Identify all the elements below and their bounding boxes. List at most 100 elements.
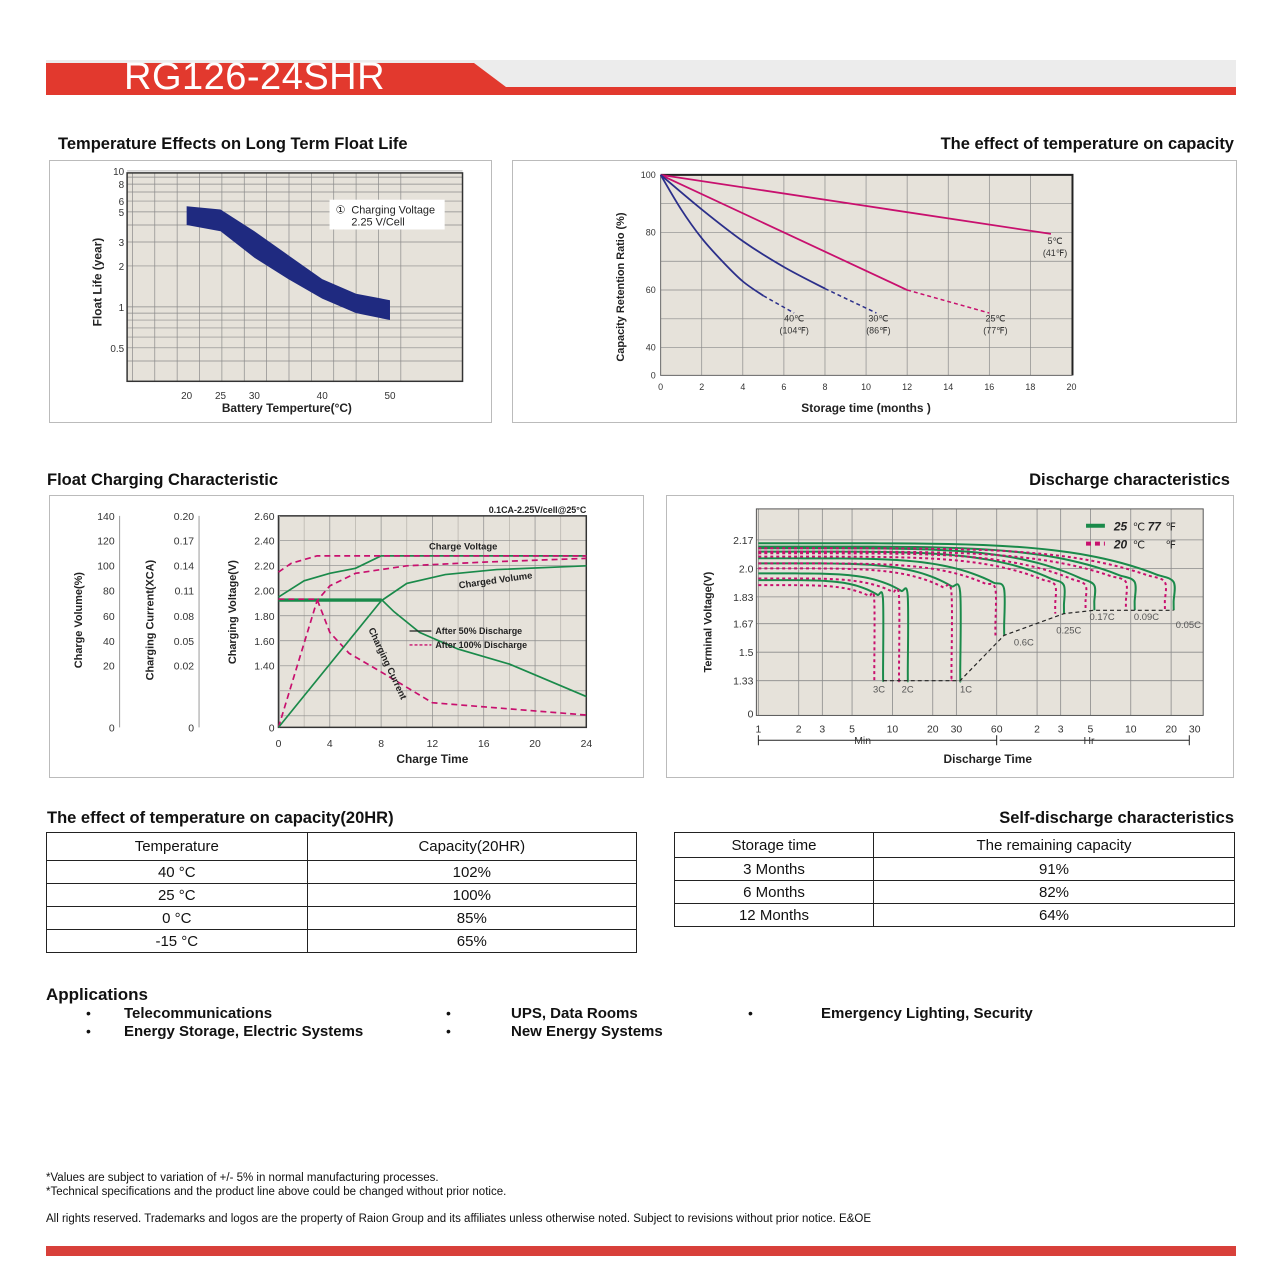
x-axis-label: Storage time (months ) [801,401,931,415]
series-label: 5℃ [1048,236,1063,246]
temp-capacity-title: The effect of temperature on capacity [940,135,1234,153]
discharge-curve-3C [758,579,885,683]
y-tick-label: 8 [119,180,125,191]
y-tick-label: 5 [119,208,125,219]
time-range-arrows [757,735,1190,746]
y-tick-label: 1.67 [733,620,753,631]
y-tick-label: 0.5 [110,344,124,355]
x-tick-label: 10 [861,382,871,392]
annotation-box [329,199,445,230]
x-tick-label: 25 [215,391,227,402]
volume-tick-label: 100 [97,561,115,572]
bullet-icon: • [86,1005,91,1021]
discharge-curve-0.05C [758,547,1167,611]
x-tick-label: 0 [658,382,663,392]
volume-tick-label: 20 [103,662,115,673]
application-item: New Energy Systems [511,1023,663,1040]
bullet-icon: • [446,1023,451,1039]
discharge-curve-2C [758,577,901,683]
x-tick-label: 8 [378,739,384,750]
x-axis-label: Battery Temperture(°C) [222,401,352,415]
y-tick-label: 1.5 [739,648,754,659]
series-current-after-50 [278,598,587,698]
legend-unit: ℃ [1133,540,1145,552]
rate-label: 3C [873,684,885,695]
x-tick-label: 5 [849,724,855,735]
table-cell: 40 °C [46,860,308,884]
rate-label: 0.05C [1176,619,1201,630]
discharge-curve-0.09C [758,550,1128,611]
y-tick-label: 60 [646,285,656,295]
series-label: (41℉) [1043,248,1067,258]
bullet-icon: • [748,1005,753,1021]
y-tick-label: 3 [119,238,125,249]
plot-border [277,515,588,729]
table-row: 40 °C 102% [46,860,638,884]
plot-border [126,172,464,383]
current-tick-label: 0.11 [175,586,195,597]
current-tick-label: 0 [188,723,194,734]
current-tick-label: 0.20 [174,512,194,523]
x-tick-label: 1 [755,724,761,735]
y-tick-label: 0 [651,370,656,380]
x-tick-label: 10 [1125,724,1137,735]
series-label: 25℃ [986,314,1006,324]
rate-label: 1C [960,684,972,695]
voltage-tick-label: 1.40 [254,662,274,673]
table-row: 25 °C 100% [46,883,638,907]
series-label: (77℉) [983,326,1007,336]
cutoff-line [882,609,1174,682]
y-axis-label: Float Life (year) [90,238,104,327]
bullet-icon: • [446,1005,451,1021]
voltage-tick-label: 0 [269,723,275,734]
x-tick-label: 20 [529,739,541,750]
voltage-tick-label: 2.20 [254,561,274,572]
discharge-curve-0.05C [758,542,1176,611]
x-tick-label: 4 [740,382,745,392]
x-tick-label: 18 [1025,382,1035,392]
discharge-chart: 2.17 2.0 1.83 1.67 1.5 1.33 01 2 3 5 10 20 30 60 2 3 5 10… [666,495,1234,778]
volume-tick-label: 0 [109,723,115,734]
float-life-title: Temperature Effects on Long Term Float L… [58,135,408,153]
table-cell: 91% [873,857,1235,881]
y-tick-label: 2.0 [739,564,754,575]
series-line [660,174,1052,235]
y-tick-label: 100 [641,170,656,180]
float-charging-title: Float Charging Characteristic [47,471,279,489]
plot-area [660,174,1073,376]
legend-temp: 20 [1113,538,1128,552]
table-cell: 82% [873,880,1235,904]
series-label: 40℃ [784,314,804,324]
y-tick-label: 2 [119,262,125,273]
x-tick-label: 16 [984,382,994,392]
float-life-chart: 10 8 65 3 2 1 0.5 20 25 30 40 50 Battery Temperture(… [49,160,492,423]
discharge-curve-2C [758,572,910,683]
legend-temp-f: 77 [1148,520,1163,534]
footer-bar [46,1246,1236,1256]
float-life-band [186,206,390,321]
discharge-curve-0.09C [758,545,1137,611]
condition-label: 0.1CA-2.25V/cell@25°C [489,505,587,515]
y2-axis-label: Charging Current(XCA) [144,559,156,680]
x-tick-label: 30 [951,724,963,735]
x-axis-label: Charge Time [396,752,468,766]
application-item: Energy Storage, Electric Systems [124,1023,364,1040]
voltage-tick-label: 1.60 [254,637,274,648]
x-tick-label: 3 [819,724,825,735]
volume-tick-label: 140 [97,512,115,523]
legend-unit: ℃ [1133,522,1145,534]
volume-tick-label: 60 [103,612,115,623]
x-tick-label: 30 [1189,724,1201,735]
current-tick-label: 0.14 [174,561,194,572]
volume-tick-label: 120 [97,537,115,548]
bullet-icon: • [86,1023,91,1039]
table-header-row: Temperature Capacity(20HR) [46,832,638,861]
legend-unit-f: ℉ [1165,540,1175,552]
y-tick-label: 0 [748,709,754,720]
legend-unit-f: ℉ [1165,522,1175,534]
legend-label: After 50% Discharge [435,626,522,636]
table-header: Capacity(20HR) [306,832,638,861]
footnote: *Values are subject to variation of +/- … [46,1172,439,1184]
charge-voltage-label: Charge Voltage [429,541,497,552]
table-row: 12 Months 64% [674,903,1235,927]
